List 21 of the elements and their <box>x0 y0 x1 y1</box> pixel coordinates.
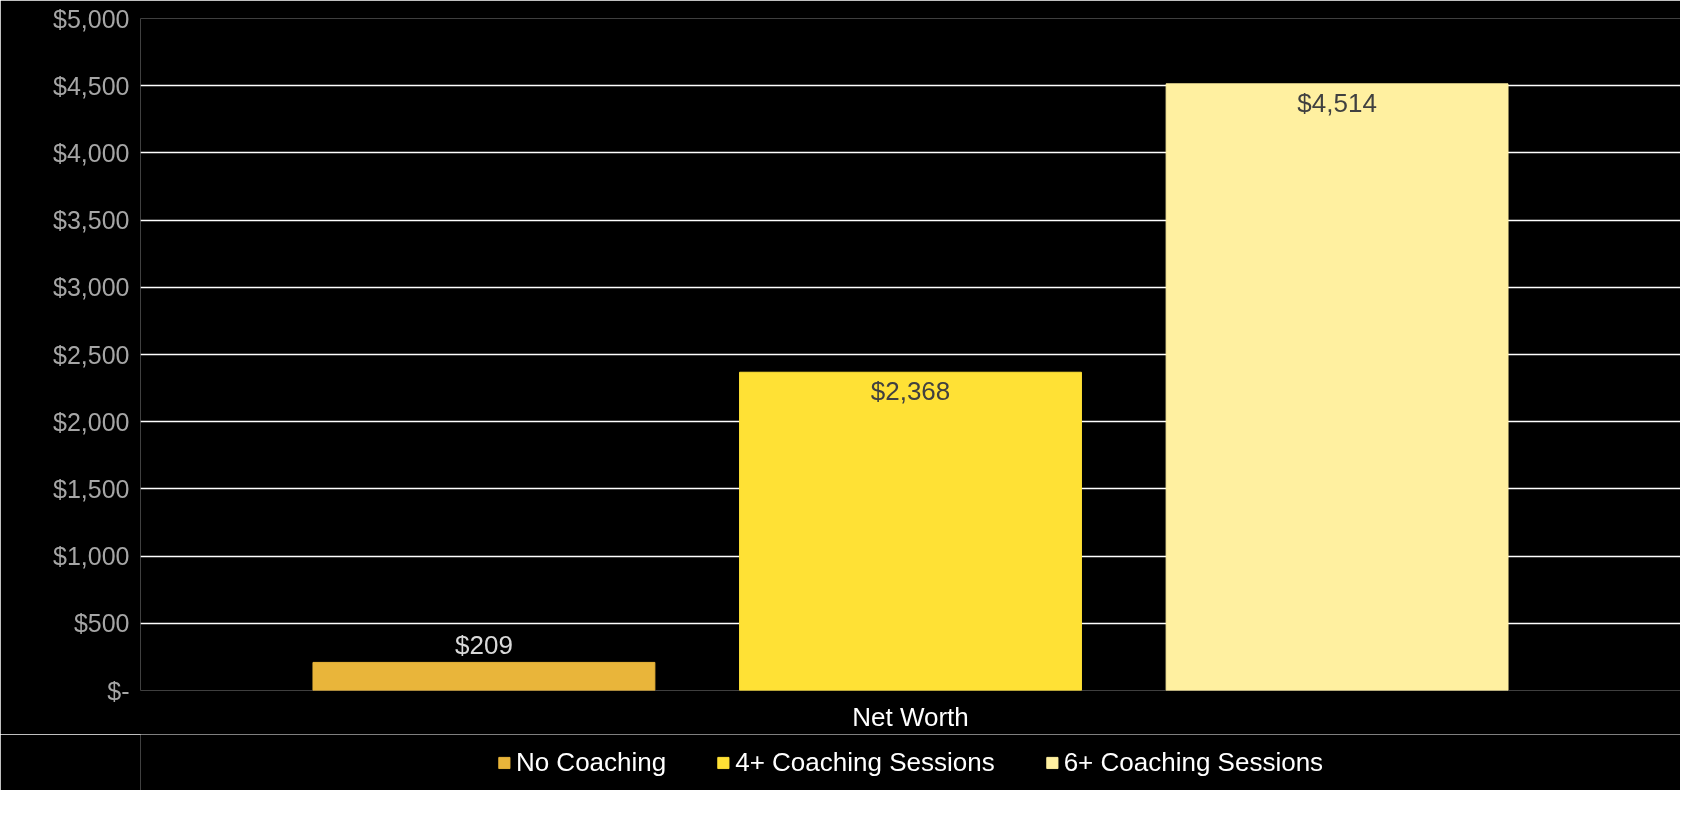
y-tick-label: $3,500 <box>53 206 130 235</box>
y-tick-label: $5,000 <box>53 4 130 33</box>
data-label: $2,368 <box>870 376 951 407</box>
y-tick-label: $1,500 <box>53 474 130 503</box>
x-tick-label: Net Worth <box>852 701 969 732</box>
legend-label: 6+ Coaching Sessions <box>1063 746 1324 778</box>
data-label: $209 <box>455 630 513 661</box>
data-label: $4,514 <box>1297 87 1377 118</box>
legend-label: 4+ Coaching Sessions <box>735 746 995 778</box>
y-tick-label: $2,000 <box>53 407 130 436</box>
y-tick-label: $4,000 <box>53 138 130 167</box>
y-tick-label: $3,000 <box>53 273 130 302</box>
y-tick-label: $- <box>107 676 130 705</box>
y-tick-label: $2,500 <box>53 340 130 369</box>
bar <box>312 661 656 691</box>
y-tick-label: $4,500 <box>53 71 130 100</box>
y-tick-label: $1,000 <box>53 542 130 571</box>
legend-label: No Coaching <box>515 746 667 778</box>
bar <box>1165 83 1509 691</box>
bar <box>739 371 1082 691</box>
y-tick-label: $500 <box>73 609 130 638</box>
